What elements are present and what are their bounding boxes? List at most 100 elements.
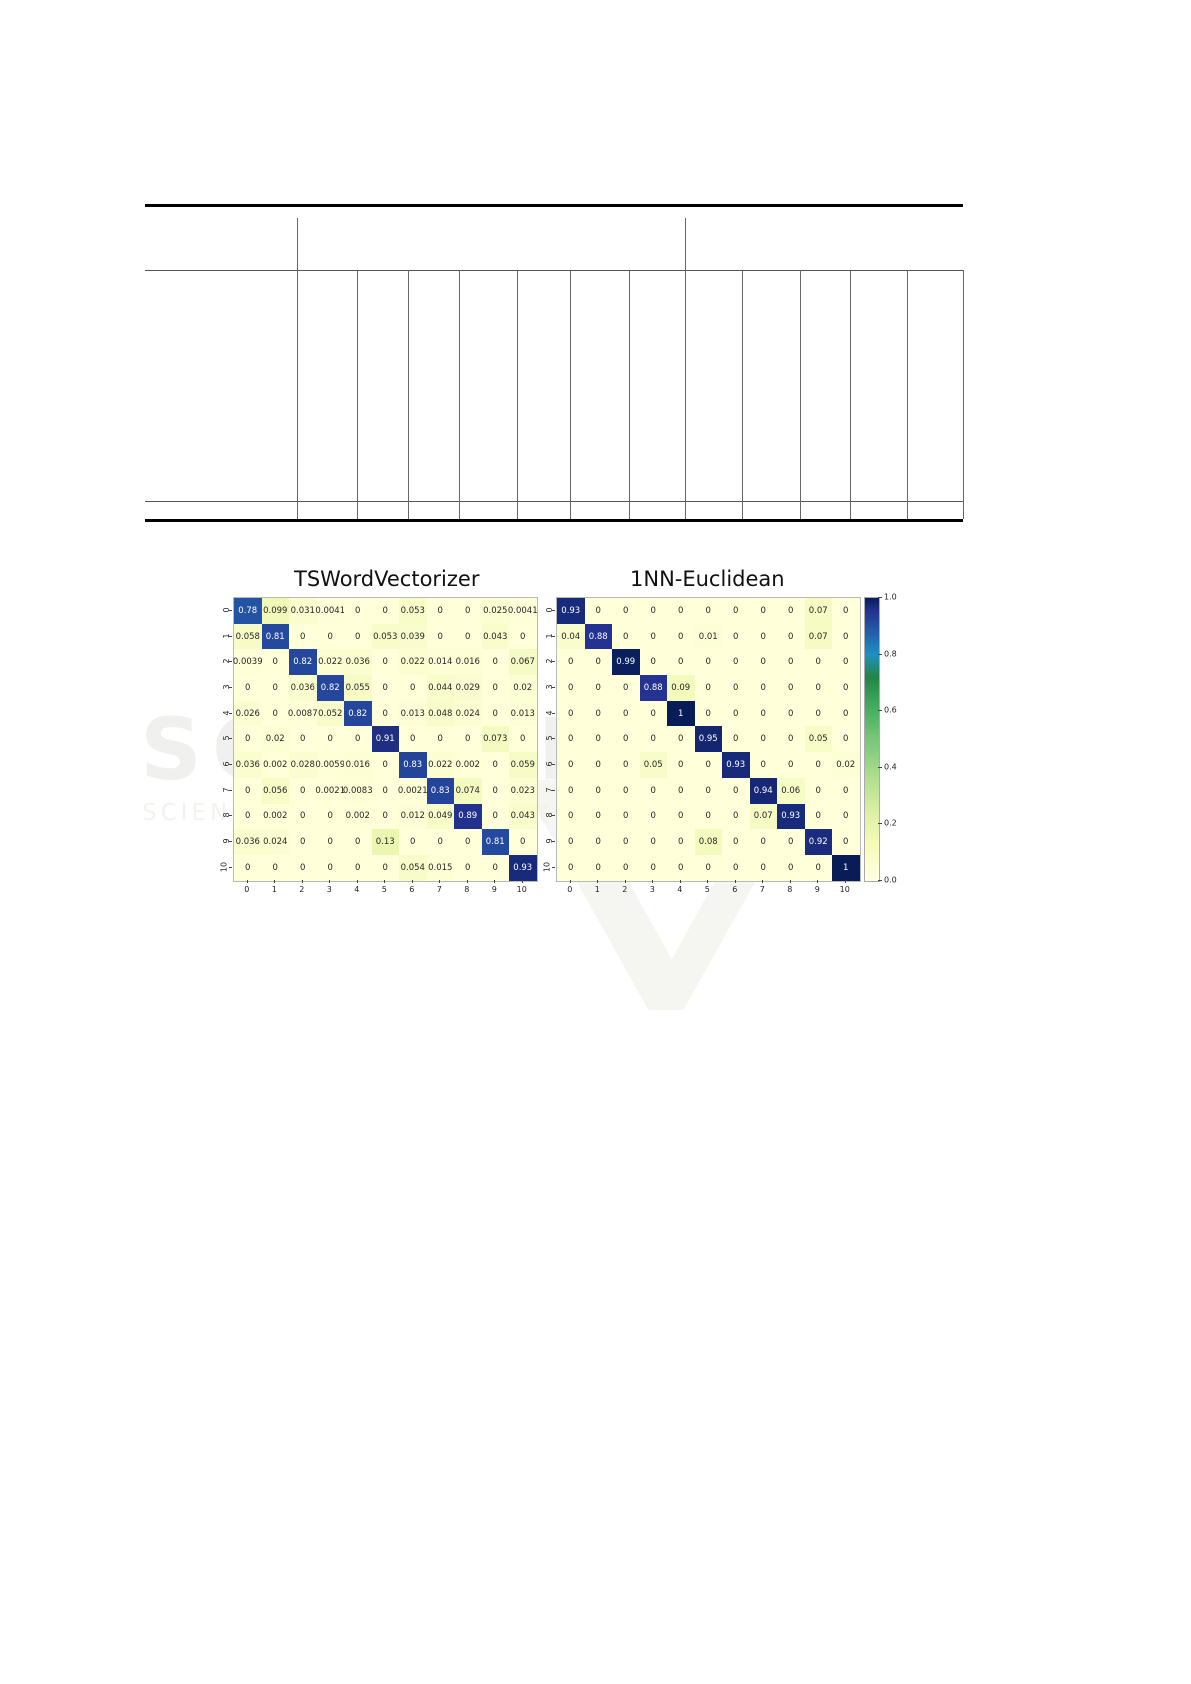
heatmap-cell: 0.93 — [777, 803, 805, 830]
x-tick-mark — [274, 879, 276, 883]
confusion-matrix-figure: TSWordVectorizer 1NN-Euclidean 0.78 0.099… — [0, 555, 1191, 915]
heatmap-cell: 0 — [694, 854, 722, 881]
y-tick-label: 3 — [544, 684, 554, 690]
y-tick-label: 10 — [219, 861, 229, 872]
heatmap-cell: 0 — [804, 675, 832, 701]
x-tick-mark — [789, 879, 791, 883]
heatmap-cell: 0.022 — [399, 649, 427, 676]
y-tick-label: 9 — [221, 838, 231, 844]
heatmap-cell: 0 — [749, 598, 777, 624]
x-tick-mark — [439, 879, 441, 883]
y-tick-mark — [229, 764, 232, 766]
heatmap-row: 0.036 0.002 0.028 0.0059 0.016 0 0.83 0.022 0.00… — [234, 752, 537, 778]
heatmap-cell: 0 — [804, 854, 832, 881]
heatmap-cell: 0 — [584, 752, 612, 778]
heatmap-cell: 0 — [557, 829, 585, 855]
heatmap-cell: 0 — [584, 829, 612, 855]
heatmap-row: 0 0 0 0 0 0 0 0.94 0.06 0 0 — [557, 777, 860, 804]
heatmap-row: 0 0 0 0 0 0 0 0.07 0.93 0 0 — [557, 803, 860, 830]
heatmap-cell: 0 — [426, 623, 454, 650]
table-column-separator — [297, 218, 298, 519]
heatmap-cell: 0 — [584, 803, 612, 830]
heatmap-cell: 0.93 — [722, 752, 750, 778]
table-column-separator — [963, 270, 964, 519]
table-column-separator — [907, 270, 908, 519]
table-rule-bottom — [145, 519, 963, 522]
x-tick-label: 7 — [759, 884, 765, 894]
table-column-separator — [685, 218, 686, 519]
y-tick-mark — [229, 712, 232, 714]
table-rule-top — [145, 204, 963, 207]
heatmap-cell: 0.016 — [454, 649, 482, 676]
heatmap-cell: 0 — [722, 675, 750, 701]
heatmap-cell: 0 — [316, 803, 344, 830]
x-tick-label: 0 — [567, 884, 573, 894]
heatmap-cell: 0 — [371, 803, 399, 830]
heatmap-cell: 0 — [481, 700, 509, 727]
heatmap-cell: 0.82 — [316, 675, 344, 701]
heatmap-cell: 0 — [832, 803, 860, 830]
heatmap-cell: 0.016 — [344, 752, 372, 778]
x-tick-mark — [246, 879, 248, 883]
heatmap-cell: 1 — [832, 854, 860, 881]
heatmap-cell: 0.013 — [509, 700, 537, 727]
heatmap-cell: 0.08 — [694, 829, 722, 855]
heatmap-cell: 0 — [454, 829, 482, 855]
x-tick-label: 5 — [381, 884, 387, 894]
heatmap-cell: 0 — [804, 700, 832, 727]
heatmap-cell: 0.07 — [804, 598, 832, 624]
y-tick-label: 9 — [544, 838, 554, 844]
heatmap-cell: 0.055 — [344, 675, 372, 701]
heatmap-cell: 0 — [749, 752, 777, 778]
heatmap-cell: 0 — [639, 803, 667, 830]
y-tick-mark — [552, 815, 555, 817]
heatmap-cell: 0.022 — [426, 752, 454, 778]
heatmap-cell: 0 — [289, 777, 317, 804]
y-tick-mark — [552, 866, 555, 868]
heatmap-cell: 0 — [612, 777, 640, 804]
heatmap-cell: 0.0087 — [288, 700, 318, 727]
heatmap-cell: 0 — [694, 752, 722, 778]
heatmap-cell: 0 — [261, 854, 289, 881]
x-tick-label: 4 — [354, 884, 360, 894]
y-tick-label: 4 — [221, 710, 231, 716]
x-tick-mark — [679, 879, 681, 883]
heatmap-cell: 0 — [316, 854, 344, 881]
heatmap-cell: 0.01 — [694, 623, 722, 650]
heatmap-cell: 0 — [371, 700, 399, 727]
heatmap-cell: 0 — [584, 675, 612, 701]
heatmap-cell: 0.043 — [481, 623, 509, 650]
heatmap-cell: 1 — [667, 700, 695, 727]
heatmap-cell: 0 — [832, 777, 860, 804]
heatmap-cell: 0.07 — [804, 623, 832, 650]
heatmap-cell: 0.099 — [261, 598, 289, 624]
heatmap-cell: 0 — [832, 675, 860, 701]
heatmap-cell: 0 — [832, 700, 860, 727]
heatmap-cell: 0.024 — [454, 700, 482, 727]
heatmap-row: 0.0039 0 0.82 0.022 0.036 0 0.022 0.014 0.016 0 0.… — [233, 649, 537, 676]
heatmap-cell: 0.024 — [261, 829, 289, 855]
y-tick-label: 2 — [544, 658, 554, 664]
heatmap-row: 0 0.002 0 0 0.002 0 0.012 0.049 0.89 0 0.043 — [234, 803, 537, 830]
heatmap-cell: 0 — [612, 598, 640, 624]
colorbar-tick-label: 0.8 — [884, 649, 897, 659]
heatmap-cell: 0 — [639, 623, 667, 650]
y-tick-label: 8 — [544, 812, 554, 818]
heatmap-cell: 0 — [481, 777, 509, 804]
heatmap-cell: 0 — [584, 649, 612, 676]
heatmap-cell: 0 — [399, 726, 427, 753]
heatmap-row: 0.04 0.88 0 0 0 0.01 0 0 0 0.07 0 — [557, 623, 860, 650]
heatmap-cell: 0 — [639, 700, 667, 727]
heatmap-cell: 0 — [804, 803, 832, 830]
heatmap-cell: 0.93 — [509, 854, 537, 881]
y-tick-label: 1 — [544, 633, 554, 639]
x-tick-mark — [817, 879, 819, 883]
x-tick-mark — [624, 879, 626, 883]
colorbar-tick-label: 1.0 — [884, 592, 897, 602]
panel-title-1nn-euclidean: 1NN-Euclidean — [630, 567, 785, 591]
heatmap-cell: 0 — [509, 726, 537, 753]
y-tick-label: 1 — [221, 633, 231, 639]
heatmap-cell: 0.81 — [261, 623, 289, 650]
y-tick-mark — [229, 609, 232, 611]
